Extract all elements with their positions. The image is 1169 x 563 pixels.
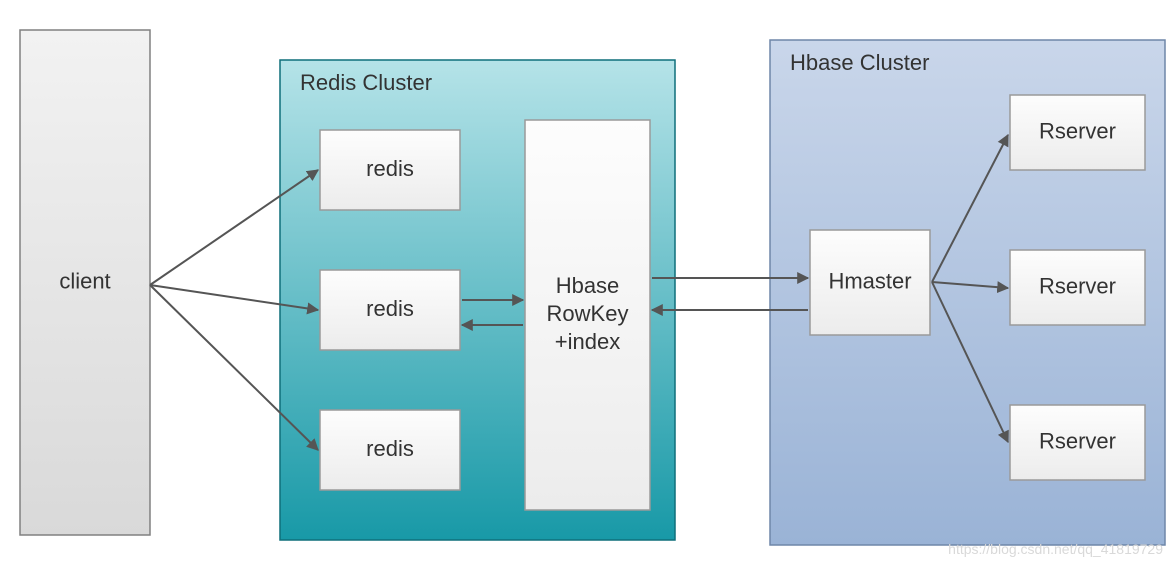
rowkey-line-2: +index [555,329,620,354]
rserver-label-1: Rserver [1039,273,1116,298]
rserver-label-2: Rserver [1039,428,1116,453]
client-label: client [59,268,110,293]
rowkey-line-0: Hbase [556,273,620,298]
rserver-label-0: Rserver [1039,118,1116,143]
hbase-cluster-title: Hbase Cluster [790,50,929,75]
watermark: https://blog.csdn.net/qq_41819729 [948,541,1163,557]
redis-cluster-title: Redis Cluster [300,70,432,95]
diagram-root: client Redis Cluster redis redis redis Hbase R… [0,0,1169,563]
hmaster-label: Hmaster [828,268,911,293]
redis-node-label-0: redis [366,156,414,181]
redis-node-label-1: redis [366,296,414,321]
rowkey-line-1: RowKey [547,301,629,326]
redis-node-label-2: redis [366,436,414,461]
